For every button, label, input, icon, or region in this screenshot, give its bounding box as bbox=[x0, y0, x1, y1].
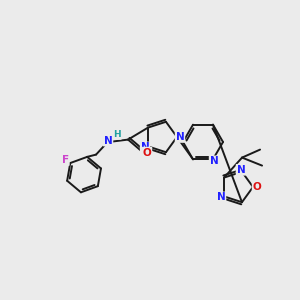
Text: N: N bbox=[217, 192, 225, 203]
Text: N: N bbox=[141, 142, 149, 152]
Text: F: F bbox=[62, 155, 69, 165]
Text: N: N bbox=[210, 156, 218, 166]
Text: N: N bbox=[104, 136, 112, 146]
Text: N: N bbox=[176, 132, 184, 142]
Text: O: O bbox=[143, 148, 152, 158]
Text: H: H bbox=[113, 130, 121, 139]
Text: N: N bbox=[237, 165, 245, 175]
Text: O: O bbox=[253, 182, 261, 192]
